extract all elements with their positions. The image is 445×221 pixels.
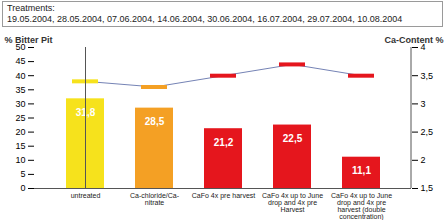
svg-text:20: 20 [15,127,25,137]
svg-text:CaFo 4x up to Junedrop and 4x: CaFo 4x up to Junedrop and 4x preHarvest [262,192,323,213]
svg-text:CaFo 4x pre harvest: CaFo 4x pre harvest [192,192,255,200]
svg-text:untreated: untreated [71,192,101,199]
svg-text:35: 35 [15,85,25,95]
svg-text:40: 40 [15,71,25,81]
svg-text:0: 0 [20,183,25,193]
svg-text:Ca-chloride/Ca-nitrate: Ca-chloride/Ca-nitrate [130,192,180,206]
svg-text:Ca-Content %: Ca-Content % [385,35,444,45]
svg-text:45: 45 [15,56,25,66]
svg-text:1,5: 1,5 [421,183,434,193]
svg-text:5: 5 [20,169,25,179]
html-text:Treatments:: Treatments: [7,3,55,13]
svg-text:31,8: 31,8 [75,107,96,118]
svg-text:% Bitter Pit: % Bitter Pit [5,35,53,45]
svg-text:3,5: 3,5 [421,71,434,81]
svg-text:2,5: 2,5 [421,127,434,137]
svg-text:22,5: 22,5 [283,133,303,144]
svg-text:15: 15 [15,141,25,151]
svg-text:30: 30 [15,99,25,109]
svg-text:2: 2 [421,155,426,165]
svg-text:CaFo 4x up to Junedrop and 4x: CaFo 4x up to Junedrop and 4x preharvest… [331,192,392,220]
svg-text:21,2: 21,2 [214,137,234,148]
svg-text:10: 10 [15,155,25,165]
svg-text:4: 4 [420,42,426,53]
svg-text:11,1: 11,1 [352,165,371,176]
svg-text:50: 50 [15,42,26,53]
svg-text:3: 3 [421,99,426,109]
svg-text:25: 25 [15,113,25,123]
html-text:19.05.2004, 28.05.2004, 07.06.: 19.05.2004, 28.05.2004, 07.06.2004, 14.0… [7,14,403,24]
svg-text:28,5: 28,5 [145,116,165,127]
